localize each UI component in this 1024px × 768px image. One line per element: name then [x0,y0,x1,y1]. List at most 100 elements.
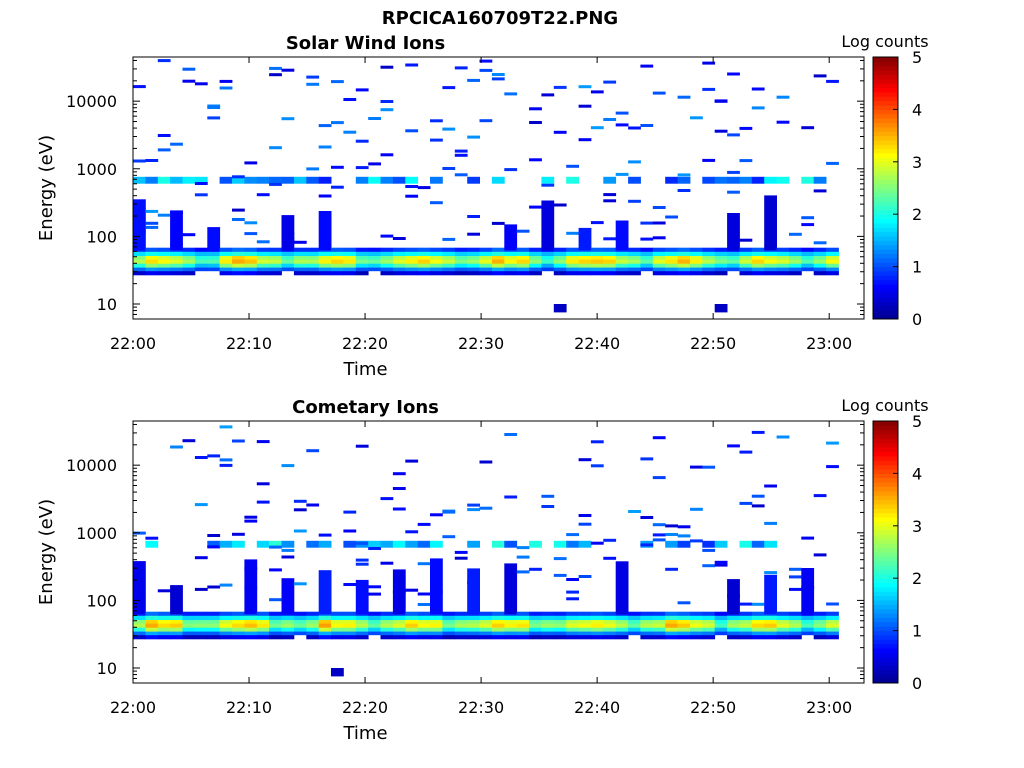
heatmap-cell [727,267,740,272]
heatmap-cell [207,255,221,260]
heatmap-cell [343,251,357,256]
colorbar-segment [873,131,898,137]
heatmap-cell [269,247,282,252]
heatmap-cell [194,255,208,260]
heatmap-cell [714,251,728,256]
heatmap-cell [491,634,505,640]
heatmap-cell [281,623,295,628]
heatmap-cell [343,634,357,640]
heatmap-cell [405,588,419,592]
colorbar-segment [873,512,898,518]
heatmap-cell [640,251,654,256]
heatmap-cell [801,619,815,624]
heatmap-cell [553,267,567,272]
heatmap-cell [417,611,431,616]
heatmap-cell [702,247,716,252]
heatmap-cell [491,623,505,628]
heatmap-cell [467,135,480,139]
heatmap-cell [690,623,703,628]
heatmap-cell [652,236,666,240]
heatmap-cell [702,465,716,469]
heatmap-cell [640,634,654,640]
heatmap-cell [640,615,654,620]
heatmap-cell [764,521,777,525]
heatmap-cell [739,602,753,606]
heatmap-cell [380,623,394,628]
heatmap-cell [751,87,765,91]
heatmap-cell [430,201,443,205]
heatmap-cell [776,176,790,184]
heatmap-cell [232,175,245,179]
heatmap-cell [578,634,592,640]
heatmap-cell [764,627,777,632]
heatmap-cell [529,615,542,620]
heatmap-cell [479,119,493,123]
heatmap-cell [355,176,369,184]
heatmap-cell [578,263,592,268]
heatmap-cell [479,627,493,632]
heatmap-cell [566,611,579,616]
colorbar-segment [873,113,898,119]
heatmap-cell [789,627,802,632]
heatmap-cell [813,494,827,498]
heatmap-cell [430,558,443,615]
heatmap-cell [281,267,295,272]
heatmap-cell [714,263,728,268]
heatmap-cell [677,631,691,636]
y-tick-label: 100 [86,227,117,246]
heatmap-cell [751,263,765,268]
heatmap-cell [293,267,307,272]
heatmap-cell [430,119,443,123]
heatmap-cell [256,267,270,272]
heatmap-cell [504,92,518,96]
heatmap-cell [727,444,740,448]
colorbar-segment [873,621,898,627]
heatmap-cell [553,631,567,636]
heatmap-cell [702,611,716,616]
heatmap-cell [182,251,196,256]
heatmap-cell [293,270,307,276]
heatmap-cell [764,195,777,251]
heatmap-cell [690,615,703,620]
heatmap-cell [194,82,208,86]
heatmap-cell [368,592,381,596]
heatmap-cell [677,634,691,640]
heatmap-cell [640,221,654,225]
colorbar-segment [873,586,898,592]
heatmap-cell [553,251,567,256]
heatmap-cell [467,631,480,636]
colorbar-segment [873,301,898,307]
heatmap-cell [727,133,740,137]
heatmap-cell [690,251,703,256]
colorbar-segment [873,552,898,557]
colorbar-segment [873,196,898,202]
heatmap-cell [628,611,641,616]
heatmap-cell [368,631,381,636]
colorbar-tick-label: 3 [912,517,922,536]
heatmap-cell [628,160,641,164]
heatmap-cell [690,465,703,469]
colorbar-segment [873,678,898,684]
heatmap-cell [727,213,740,251]
heatmap-cell [553,623,567,628]
heatmap-cell [516,267,530,272]
heatmap-cell [665,255,678,260]
heatmap-cell [232,259,245,264]
heatmap-cell [194,176,208,184]
colorbar-segment [873,447,898,453]
heatmap-cell [318,194,332,198]
heatmap-cell [157,589,171,593]
heatmap-cell [293,623,307,628]
colorbar-segment [873,262,898,268]
heatmap-cell [603,556,617,560]
heatmap-cell [751,430,765,434]
heatmap-cell [529,263,542,268]
heatmap-cell [281,215,295,251]
heatmap-cell [491,267,505,272]
heatmap-cell [690,619,703,624]
heatmap-cell [739,634,753,640]
heatmap-cell [256,240,270,244]
heatmap-cell [826,465,839,469]
heatmap-cell [491,611,505,616]
